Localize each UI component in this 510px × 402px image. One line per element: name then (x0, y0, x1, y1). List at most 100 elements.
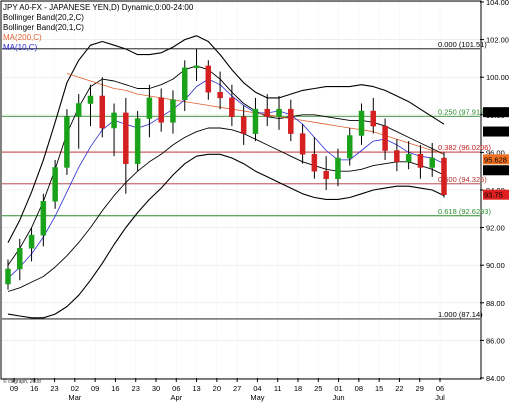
candle-body (17, 248, 23, 270)
date-tick-label: 25 (314, 384, 322, 393)
candle-body (193, 65, 200, 69)
ma10-line (7, 78, 445, 279)
date-tick-label: 16 (30, 384, 38, 393)
date-axis: 09 16 23 02 09 16 23 30 06 13 20 27 04 11 18 25 01 08 15 22… (10, 378, 445, 402)
date-tick-label: 22 (395, 384, 403, 393)
candle-body (99, 95, 106, 129)
candle-body (240, 116, 247, 134)
candle-body (52, 167, 58, 202)
candle-body (75, 103, 82, 117)
price-tag-box (483, 189, 509, 200)
candle-body (417, 154, 424, 168)
bollinger-inner-lower (7, 127, 445, 292)
month-label: Jul (435, 393, 445, 402)
date-tick-label: 29 (416, 384, 424, 393)
price-tick-label: 88.00 (486, 299, 505, 308)
fib-label: 1.000 (87.14) (438, 310, 483, 319)
price-tick-label: 96.00 (486, 148, 505, 157)
legend-bollinger-20-1: Bollinger Band(20,1,C) (3, 23, 84, 32)
candle-body (264, 108, 270, 117)
price-tick-label: 104.00 (486, 0, 509, 7)
price-tick-label: 102.00 (486, 36, 509, 45)
date-tick-label: 30 (152, 384, 160, 393)
fib-label: 0.382 (96.0206) (438, 143, 491, 152)
price-tag-label: 98.138 (484, 108, 507, 117)
candle-body (358, 110, 365, 136)
fib-label: 0.500 (94.325) (438, 175, 487, 184)
candle-body (28, 234, 35, 249)
date-tick-label: 02 (71, 384, 79, 393)
date-tick-label: 18 (294, 384, 302, 393)
candle-body (335, 157, 341, 179)
candle-body (311, 154, 318, 172)
candle-body (5, 268, 11, 285)
price-tick-label: 90.00 (486, 261, 505, 270)
month-label: Apr (170, 393, 182, 402)
candle-body (170, 99, 176, 123)
candle-body (441, 157, 447, 195)
date-tick-label: 23 (50, 384, 58, 393)
date-tick-label: 06 (436, 384, 444, 393)
candle-body (146, 97, 153, 119)
candle-body (134, 118, 141, 164)
candle-body (405, 154, 412, 163)
price-tags: 98.138 97.110 95.628 95.054 93.75 (483, 107, 509, 200)
price-tick-label: 100.00 (486, 73, 509, 82)
price-tag-box (483, 126, 509, 137)
candle-body (429, 157, 435, 168)
bollinger-outer-lower (7, 153, 445, 319)
fib-label: 0.250 (97.9175) (438, 107, 491, 116)
candle-body (158, 97, 164, 123)
candle-body (382, 125, 388, 151)
candle-body (182, 67, 188, 101)
month-label: Mar (68, 393, 81, 402)
fibonacci-levels: 0.000 (101.51) 0.250 (97.9175) 0.382 (96.0… (2, 40, 491, 320)
candle-body (394, 150, 400, 163)
candle-body (370, 110, 377, 127)
price-tag-box (483, 107, 509, 118)
candle-body (205, 65, 212, 93)
candle-body (64, 116, 70, 168)
candle-body (288, 108, 294, 134)
date-tick-label: 16 (111, 384, 119, 393)
candle-body (346, 135, 353, 159)
candle-body (229, 97, 235, 117)
month-label: Jun (333, 393, 345, 402)
price-tick-label: 92.00 (486, 224, 505, 233)
date-tick-label: 04 (253, 384, 261, 393)
date-tick-label: 06 (172, 384, 180, 393)
candle-body (323, 170, 329, 179)
price-tick-label: 86.00 (486, 336, 505, 345)
chart-title: JPY A0-FX - JAPANESE YEN,D) Dynamic,0:00… (3, 3, 194, 12)
date-tick-label: 09 (91, 384, 99, 393)
candle-body (87, 95, 94, 104)
price-tag-label: 97.110 (484, 128, 506, 137)
legend-ma200: MA(200,C) (3, 33, 42, 42)
price-tag-label: 95.054 (484, 166, 507, 175)
fib-label: 0.618 (92.6293) (438, 207, 491, 216)
date-tick-label: 11 (274, 384, 282, 393)
candle-body (299, 133, 306, 155)
month-label: May (250, 393, 264, 402)
date-tick-label: 08 (355, 384, 363, 393)
fib-label: 0.000 (101.51) (438, 40, 487, 49)
date-tick-label: 23 (132, 384, 140, 393)
price-tag-box (483, 165, 509, 176)
candlesticks (5, 49, 447, 290)
legend-ma10: MA(10,C) (3, 43, 38, 52)
date-tick-label: 13 (192, 384, 200, 393)
date-tick-label: 09 (10, 384, 18, 393)
price-tag-label: 93.75 (484, 191, 503, 200)
date-tick-label: 15 (375, 384, 383, 393)
copyright-note: © clkgraph, 2008 (3, 378, 41, 385)
candle-body (217, 91, 223, 99)
price-tag-label: 95.628 (484, 155, 507, 164)
date-tick-label: 01 (334, 384, 342, 393)
bollinger-outer-upper (7, 35, 445, 243)
candle-body (276, 108, 282, 117)
candle-body (252, 108, 259, 134)
grid-layer (2, 1, 480, 379)
price-tag-box (483, 154, 509, 165)
